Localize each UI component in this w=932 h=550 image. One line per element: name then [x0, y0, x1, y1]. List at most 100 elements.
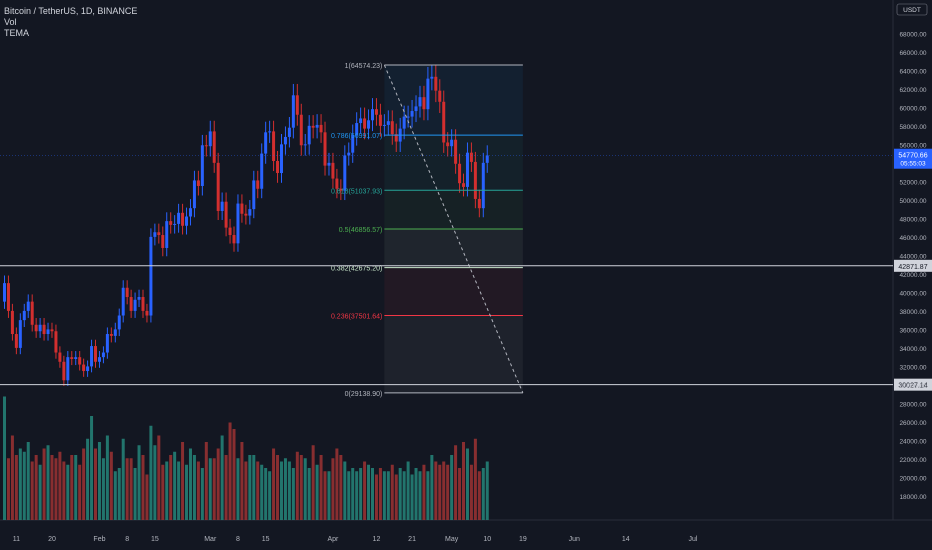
- candle-body: [145, 310, 149, 316]
- volume-bar: [236, 458, 240, 520]
- candle-body: [212, 131, 216, 163]
- candle-body: [319, 124, 323, 133]
- candle-body: [78, 357, 82, 365]
- volume-bar: [402, 471, 406, 520]
- volume-bar: [327, 471, 331, 520]
- volume-bar: [101, 458, 105, 520]
- y-tick-label: 28000.00: [899, 401, 926, 408]
- y-tick-label: 40000.00: [899, 290, 926, 297]
- candle-body: [367, 120, 371, 129]
- volume-bar: [394, 474, 398, 520]
- candle-body: [101, 352, 105, 358]
- candle-body: [14, 334, 18, 348]
- candle-body: [363, 118, 367, 129]
- candle-body: [422, 97, 426, 110]
- volume-bar: [462, 442, 466, 520]
- volume-bar: [58, 451, 62, 520]
- volume-bar: [185, 464, 189, 520]
- candle-body: [90, 346, 94, 367]
- volume-bar: [149, 425, 153, 520]
- candle-body: [327, 162, 331, 166]
- candle-body: [121, 287, 125, 316]
- candle-body: [307, 125, 311, 145]
- volume-bar: [165, 461, 169, 520]
- candle-body: [378, 114, 382, 126]
- candle-body: [481, 162, 485, 209]
- volume-bar: [469, 464, 473, 520]
- candle-body: [315, 124, 319, 128]
- candle-body: [181, 212, 185, 226]
- indicator-tema-label[interactable]: TEMA: [4, 28, 30, 38]
- fib-label-0.236: 0.236(37501.64): [331, 314, 382, 321]
- volume-bar: [442, 461, 446, 520]
- y-tick-label: 18000.00: [899, 494, 926, 501]
- candle-body: [248, 209, 252, 216]
- fib-zone-0: [384, 315, 523, 393]
- candle-body: [109, 334, 113, 336]
- candle-body: [228, 227, 232, 236]
- volume-bar: [30, 461, 34, 520]
- price-axis-panel: [893, 0, 932, 550]
- candle-body: [117, 315, 121, 330]
- x-tick-label: 20: [48, 536, 56, 543]
- candle-body: [283, 136, 287, 145]
- volume-bar: [307, 468, 311, 520]
- candle-body: [177, 212, 181, 224]
- trend-line: [383, 64, 524, 394]
- y-tick-label: 24000.00: [899, 438, 926, 445]
- candle-body: [185, 216, 189, 226]
- y-tick-label: 64000.00: [899, 68, 926, 75]
- volume-bar: [34, 455, 38, 520]
- y-tick-label: 30000.00: [899, 383, 926, 390]
- candle-body: [323, 132, 327, 166]
- x-tick-label: 11: [13, 536, 20, 543]
- volume-bar: [382, 471, 386, 520]
- volume-bar: [94, 448, 98, 520]
- candle-body: [46, 329, 50, 335]
- candle-body: [30, 301, 34, 325]
- y-tick-label: 62000.00: [899, 87, 926, 94]
- horizontal-line-label: 42871.87: [898, 264, 927, 271]
- volume-bar: [54, 458, 58, 520]
- candle-body: [50, 329, 54, 332]
- candle-body: [465, 152, 469, 187]
- y-tick-label: 56000.00: [899, 142, 926, 149]
- volume-bar: [454, 445, 458, 520]
- candle-body: [169, 221, 173, 225]
- volume-bar: [153, 445, 157, 520]
- volume-bar: [303, 458, 307, 520]
- volume-bar: [410, 474, 414, 520]
- candle-body: [74, 357, 78, 360]
- currency-label: USDT: [903, 7, 921, 14]
- volume-bar: [446, 464, 450, 520]
- candle-body: [54, 331, 58, 353]
- indicator-vol-label[interactable]: Vol: [4, 17, 17, 27]
- candle-body: [382, 124, 386, 126]
- volume-bar: [145, 474, 149, 520]
- volume-bar: [276, 455, 280, 520]
- candle-body: [442, 101, 446, 143]
- volume-bar: [473, 438, 477, 520]
- volume-bar: [485, 461, 489, 520]
- candle-body: [200, 145, 204, 186]
- candle-body: [343, 155, 347, 191]
- volume-bar: [260, 464, 264, 520]
- volume-bar: [105, 435, 109, 520]
- candle-body: [3, 283, 6, 302]
- volume-bar: [78, 464, 82, 520]
- symbol-title[interactable]: Bitcoin / TetherUS, 1D, BINANCE: [4, 6, 138, 16]
- candle-body: [22, 310, 26, 321]
- candle-body: [331, 162, 335, 179]
- candle-body: [295, 95, 299, 115]
- candle-body: [311, 125, 315, 128]
- x-tick-label: Jul: [689, 536, 698, 543]
- fib-zone-0.618: [384, 135, 523, 191]
- candle-body: [208, 131, 212, 147]
- volume-bar: [46, 445, 50, 520]
- candle-body: [232, 235, 236, 244]
- volume-bar: [371, 468, 375, 520]
- volume-bar: [161, 464, 165, 520]
- x-tick-label: 12: [373, 536, 381, 543]
- volume-bar: [157, 435, 161, 520]
